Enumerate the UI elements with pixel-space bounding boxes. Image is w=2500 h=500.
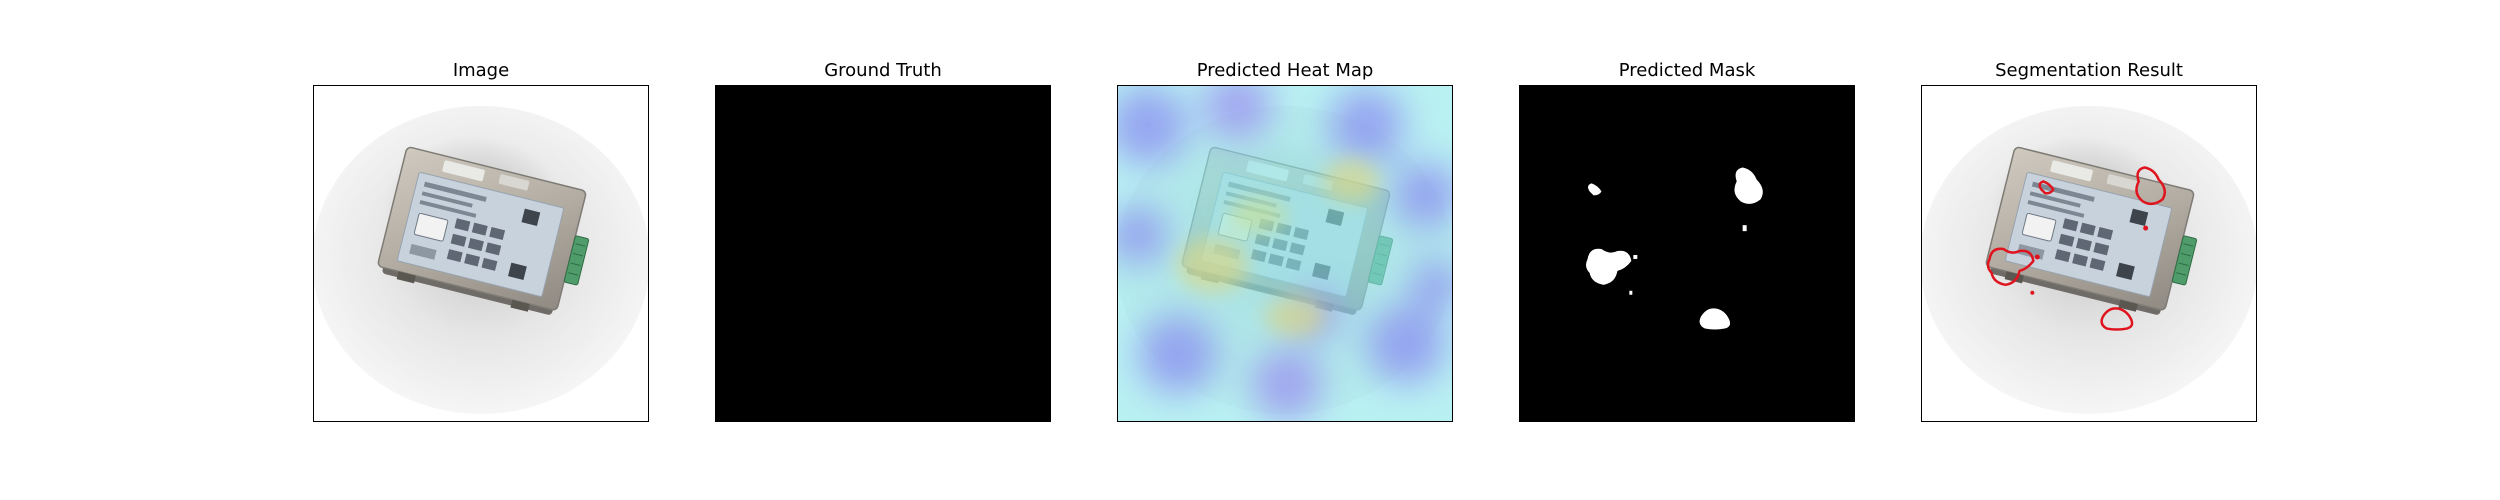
input-image — [313, 85, 649, 422]
heat-map-image — [1118, 86, 1452, 421]
predicted-mask-image — [1520, 86, 1854, 421]
panel-title: Predicted Heat Map — [1196, 60, 1374, 81]
predicted-heat-map — [1117, 85, 1453, 422]
predicted-mask — [1519, 85, 1855, 422]
segmentation-result — [1921, 85, 2257, 422]
ground-truth-mask — [715, 85, 1051, 422]
panel-title: Image — [452, 60, 510, 81]
panel-title: Ground Truth — [824, 60, 942, 81]
ground-truth-image — [716, 86, 1050, 421]
panel-title: Segmentation Result — [1995, 60, 2183, 81]
segmentation-image — [1922, 86, 2256, 421]
device-photo — [314, 86, 648, 421]
panel-title: Predicted Mask — [1618, 60, 1756, 81]
